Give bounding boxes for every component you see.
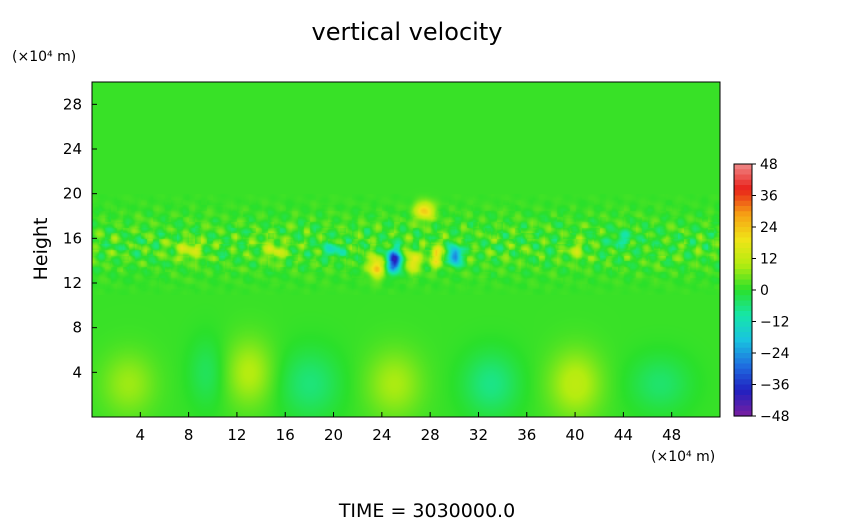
colorbar-step xyxy=(734,368,752,375)
colorbar-step xyxy=(734,195,752,202)
x-tick-label: 24 xyxy=(372,426,391,444)
x-tick-label: 44 xyxy=(614,426,633,444)
colorbar-step xyxy=(734,342,752,349)
colorbar-step xyxy=(734,400,752,407)
x-tick-label: 20 xyxy=(324,426,343,444)
y-tick-label: 28 xyxy=(63,95,82,113)
colorbar-tick-label: 0 xyxy=(760,283,769,299)
x-tick-label: 36 xyxy=(517,426,536,444)
colorbar-step xyxy=(734,284,752,291)
colorbar-step xyxy=(734,242,752,249)
colorbar-tick-label: −24 xyxy=(760,346,790,362)
colorbar-step xyxy=(734,384,752,391)
plot-frame xyxy=(91,81,721,418)
y-tick-label: 12 xyxy=(63,274,82,292)
colorbar-step xyxy=(734,332,752,338)
heatmap-area xyxy=(91,81,721,418)
colorbar-step xyxy=(734,295,752,302)
colorbar-step xyxy=(734,389,752,396)
y-tick-label: 16 xyxy=(63,229,82,247)
chart-title: vertical velocity xyxy=(312,18,503,46)
colorbar-step xyxy=(734,232,752,239)
colorbar-step xyxy=(734,290,752,296)
colorbar-tick-label: 24 xyxy=(760,220,778,236)
colorbar-tick-label: 12 xyxy=(760,252,778,268)
colorbar-step xyxy=(734,316,752,323)
time-label: TIME = 3030000.0 xyxy=(338,500,515,519)
x-tick-label: 28 xyxy=(421,426,440,444)
colorbar-step xyxy=(734,190,752,197)
colorbar-step xyxy=(734,164,752,170)
colorbar-step xyxy=(734,174,752,181)
colorbar-step xyxy=(734,263,752,270)
colorbar-step xyxy=(734,211,752,218)
colorbar-step xyxy=(734,216,752,223)
colorbar-step xyxy=(734,395,752,401)
y-axis-label: Height xyxy=(30,218,52,281)
colorbar: 48 36 24 12 0 −12 −24 −36 −48 xyxy=(733,157,790,425)
x-tick-label: 12 xyxy=(227,426,246,444)
colorbar-step xyxy=(734,347,752,354)
colorbar-step xyxy=(734,305,752,312)
colorbar-step xyxy=(734,358,752,365)
colorbar-step xyxy=(734,248,752,254)
colorbar-step xyxy=(734,374,752,380)
y-tick-label: 8 xyxy=(72,319,82,337)
colorbar-step xyxy=(734,300,752,307)
y-tick-label: 20 xyxy=(63,185,82,203)
colorbar-step xyxy=(734,337,752,344)
colorbar-step xyxy=(734,185,752,191)
colorbar-step xyxy=(734,279,752,286)
colorbar-step xyxy=(734,253,752,260)
colorbar-step xyxy=(734,269,752,275)
colorbar-step xyxy=(734,321,752,328)
x-tick-label: 32 xyxy=(469,426,488,444)
colorbar-step xyxy=(734,258,752,265)
colorbar-tick-label: 48 xyxy=(760,157,778,173)
y-tick-label: 24 xyxy=(63,140,82,158)
colorbar-step xyxy=(734,274,752,281)
colorbar-step xyxy=(734,227,752,233)
x-tick-label: 48 xyxy=(662,426,681,444)
colorbar-step xyxy=(734,379,752,386)
colorbar-step xyxy=(734,326,752,333)
x-axis-ticks: 4 8 12 16 20 24 28 32 36 40 44 48 xyxy=(136,412,681,444)
x-unit-label: (×10⁴ m) xyxy=(651,449,715,465)
colorbar-step xyxy=(734,353,752,359)
y-axis-ticks: 4 8 12 16 20 24 28 xyxy=(63,95,97,381)
x-tick-label: 4 xyxy=(136,426,146,444)
colorbar-step xyxy=(734,169,752,176)
colorbar-step xyxy=(734,410,752,417)
colorbar-step xyxy=(734,221,752,228)
colorbar-tick-label: −36 xyxy=(760,378,790,394)
colorbar-step xyxy=(734,405,752,412)
colorbar-tick-label: −12 xyxy=(760,315,790,331)
colorbar-step xyxy=(734,363,752,370)
colorbar-tick-label: −48 xyxy=(760,409,790,425)
colorbar-step xyxy=(734,206,752,212)
x-tick-label: 8 xyxy=(184,426,194,444)
y-unit-label: (×10⁴ m) xyxy=(12,49,76,65)
colorbar-tick-label: 36 xyxy=(760,189,778,205)
colorbar-step xyxy=(734,311,752,317)
colorbar-step xyxy=(734,237,752,244)
x-tick-label: 16 xyxy=(276,426,295,444)
x-tick-label: 40 xyxy=(566,426,585,444)
y-tick-label: 4 xyxy=(72,363,82,381)
colorbar-step xyxy=(734,200,752,207)
colorbar-step xyxy=(734,179,752,186)
heatmap-canvas xyxy=(92,82,720,417)
